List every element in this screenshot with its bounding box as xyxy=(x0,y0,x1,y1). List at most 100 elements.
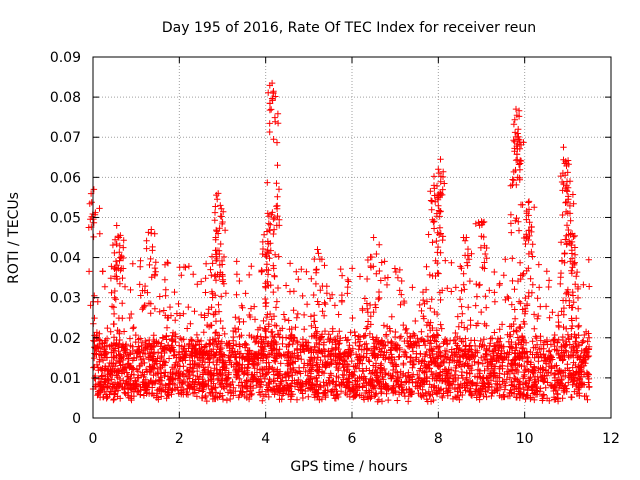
data-point xyxy=(219,272,226,280)
data-point xyxy=(140,304,147,311)
data-point xyxy=(378,360,385,368)
data-point xyxy=(473,280,480,288)
data-point xyxy=(161,344,169,351)
data-point xyxy=(389,360,396,367)
data-point xyxy=(437,230,444,237)
data-point xyxy=(338,380,345,387)
data-point xyxy=(562,367,569,374)
x-tick-label: 2 xyxy=(175,431,184,447)
data-point xyxy=(517,141,525,149)
data-point xyxy=(241,392,248,400)
data-point xyxy=(110,320,118,328)
data-point xyxy=(276,396,283,403)
data-point xyxy=(433,343,440,350)
data-point xyxy=(90,233,97,241)
data-point xyxy=(262,333,269,341)
data-point xyxy=(462,335,469,342)
data-point xyxy=(555,322,562,329)
data-point xyxy=(458,303,465,310)
data-point xyxy=(280,311,288,318)
data-point xyxy=(534,349,541,356)
data-point xyxy=(91,354,98,362)
data-point xyxy=(454,353,461,361)
data-point xyxy=(180,372,188,380)
data-point xyxy=(566,202,574,210)
data-point xyxy=(206,371,213,378)
data-point xyxy=(516,390,523,397)
data-point xyxy=(379,367,386,374)
data-point xyxy=(259,372,267,380)
data-point xyxy=(215,369,223,377)
data-point xyxy=(128,371,135,378)
y-tick-label: 0.08 xyxy=(50,90,81,106)
data-point xyxy=(440,359,448,366)
data-point xyxy=(571,388,578,395)
data-point xyxy=(477,337,484,345)
data-point xyxy=(442,257,449,264)
data-point xyxy=(478,354,485,361)
data-point xyxy=(201,314,208,321)
data-point xyxy=(262,280,269,287)
data-point xyxy=(417,336,425,344)
data-point xyxy=(427,391,434,398)
data-point xyxy=(137,387,144,394)
data-point xyxy=(537,345,545,352)
data-point xyxy=(554,391,561,398)
data-point xyxy=(191,308,198,315)
data-point xyxy=(376,241,383,248)
data-point xyxy=(167,374,174,382)
data-point xyxy=(105,367,112,374)
data-point xyxy=(510,168,517,176)
data-point xyxy=(519,334,526,341)
data-point xyxy=(481,259,488,266)
data-point xyxy=(317,356,324,364)
data-point xyxy=(520,375,527,382)
data-point xyxy=(434,243,442,251)
data-point xyxy=(564,169,571,176)
data-point xyxy=(268,106,275,113)
data-point xyxy=(445,378,452,385)
data-point xyxy=(426,271,433,279)
data-point xyxy=(553,362,560,369)
data-point xyxy=(180,310,187,317)
data-point xyxy=(254,326,262,333)
data-point xyxy=(473,394,480,401)
data-point xyxy=(359,307,366,314)
data-point xyxy=(509,277,516,285)
data-point xyxy=(509,255,516,262)
data-point xyxy=(301,326,308,333)
data-point xyxy=(348,349,355,356)
data-point xyxy=(457,263,464,270)
data-point xyxy=(269,364,276,372)
data-point xyxy=(439,186,446,193)
data-point xyxy=(464,262,471,269)
data-point xyxy=(212,247,219,254)
data-point xyxy=(175,369,182,377)
data-point xyxy=(165,392,172,399)
data-point xyxy=(141,371,148,378)
data-point xyxy=(270,215,277,223)
data-point xyxy=(304,376,312,384)
data-point xyxy=(521,310,529,317)
data-point xyxy=(312,388,319,395)
data-point xyxy=(147,310,154,317)
data-point xyxy=(298,386,306,394)
data-point xyxy=(568,270,576,277)
data-point xyxy=(529,281,536,288)
x-tick-label: 6 xyxy=(348,431,357,447)
data-point xyxy=(383,349,390,356)
data-point xyxy=(418,307,425,315)
data-point xyxy=(223,397,231,404)
data-point xyxy=(541,378,548,385)
data-point xyxy=(172,317,179,324)
data-point xyxy=(260,317,267,325)
data-point xyxy=(418,328,425,335)
data-point xyxy=(226,357,233,364)
data-point xyxy=(145,300,153,307)
data-point xyxy=(130,392,138,400)
data-point xyxy=(110,353,117,361)
data-point xyxy=(415,375,422,382)
data-point xyxy=(476,370,483,377)
data-point xyxy=(520,368,528,376)
data-point xyxy=(404,342,412,350)
